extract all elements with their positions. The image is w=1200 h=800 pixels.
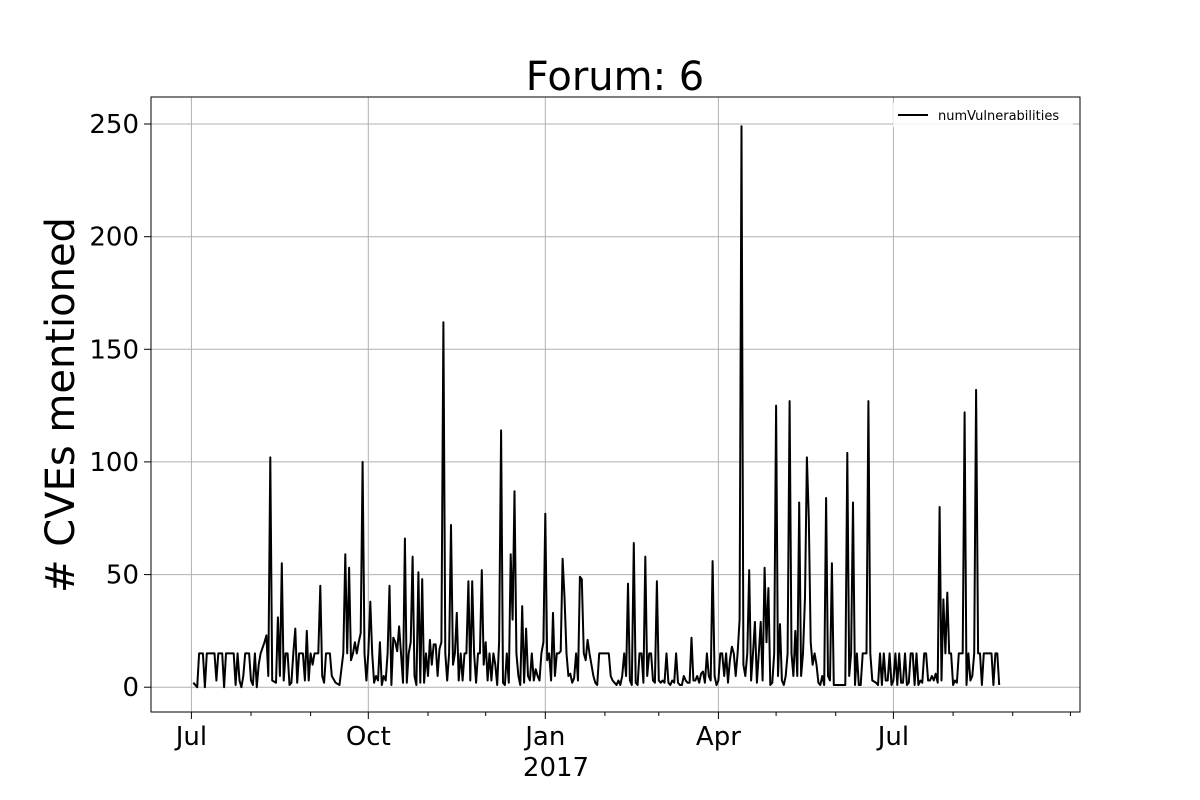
y-tick-label: 100 — [89, 448, 139, 478]
legend-entry-numvulnerabilities: numVulnerabilities — [938, 109, 1059, 124]
x-tick-label: Oct — [346, 722, 391, 752]
x-tick-label: Jan — [523, 722, 565, 752]
y-tick-label: 0 — [122, 673, 139, 703]
y-tick-label: 250 — [89, 110, 139, 140]
x-tick-label: Apr — [696, 722, 741, 752]
series-line-numvulnerabilities — [192, 125, 1001, 689]
x-axis-year-label: 2017 — [523, 753, 589, 783]
x-tick-label: Jul — [876, 722, 909, 752]
plot-frame — [150, 96, 1081, 713]
y-tick-label: 50 — [106, 561, 139, 591]
series-layer — [192, 125, 1001, 689]
y-axis-label: # CVEs mentioned — [38, 217, 84, 593]
grid — [151, 97, 1080, 712]
legend: numVulnerabilities — [893, 103, 1073, 127]
axis-ticks: 0 50 100 150 200 250 Jul Oct Jan Apr Jul — [89, 110, 1071, 752]
chart-title: Forum: 6 — [526, 54, 704, 100]
x-tick-label: Jul — [174, 722, 207, 752]
y-tick-label: 200 — [89, 223, 139, 253]
y-tick-label: 150 — [89, 335, 139, 365]
